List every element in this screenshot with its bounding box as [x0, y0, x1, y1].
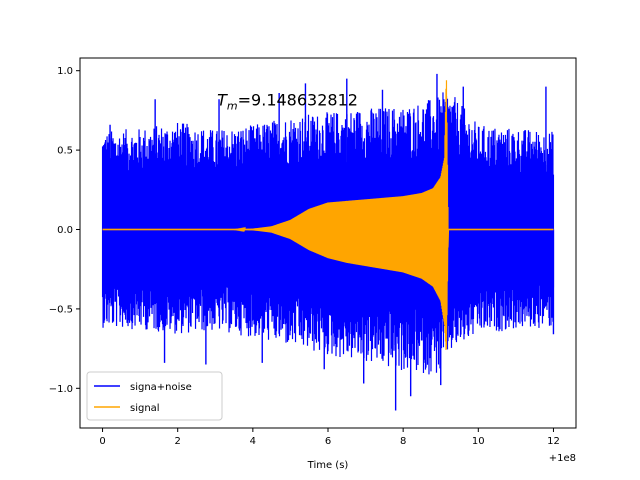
x-axis-label: Time (s)	[307, 460, 349, 471]
x-tick-label: 6	[325, 436, 331, 447]
legend-frame	[86, 371, 223, 421]
series-layer	[101, 73, 555, 411]
annotation-symbol: T	[217, 91, 228, 110]
y-tick-label: 0.5	[57, 146, 73, 157]
x-tick-label: 12	[547, 436, 560, 447]
y-tick-label: −1.0	[49, 384, 73, 395]
annotation-tm: Tm=9.148632812	[217, 91, 358, 113]
x-tick-label: 10	[472, 436, 485, 447]
legend: signa+noise signal	[86, 371, 223, 421]
y-axis: −1.0 −0.5 0.0 0.5 1.0	[49, 66, 80, 395]
x-tick-label: 8	[400, 436, 406, 447]
legend-label-signal: signal	[130, 403, 160, 414]
x-tick-label: 0	[99, 436, 105, 447]
y-tick-label: 0.0	[57, 225, 73, 236]
x-axis: 0 2 4 6 8 10 12	[99, 428, 560, 447]
annotation-value: =9.148632812	[238, 91, 358, 110]
x-tick-label: 4	[250, 436, 256, 447]
y-tick-label: 1.0	[57, 66, 73, 77]
annotation-subscript: m	[227, 100, 238, 113]
y-tick-label: −0.5	[49, 304, 73, 315]
series-peaks-signa-noise	[109, 73, 555, 411]
x-axis-offset-label: +1e8	[549, 453, 576, 464]
x-tick-label: 2	[175, 436, 181, 447]
legend-label-signa-noise: signa+noise	[130, 382, 192, 393]
